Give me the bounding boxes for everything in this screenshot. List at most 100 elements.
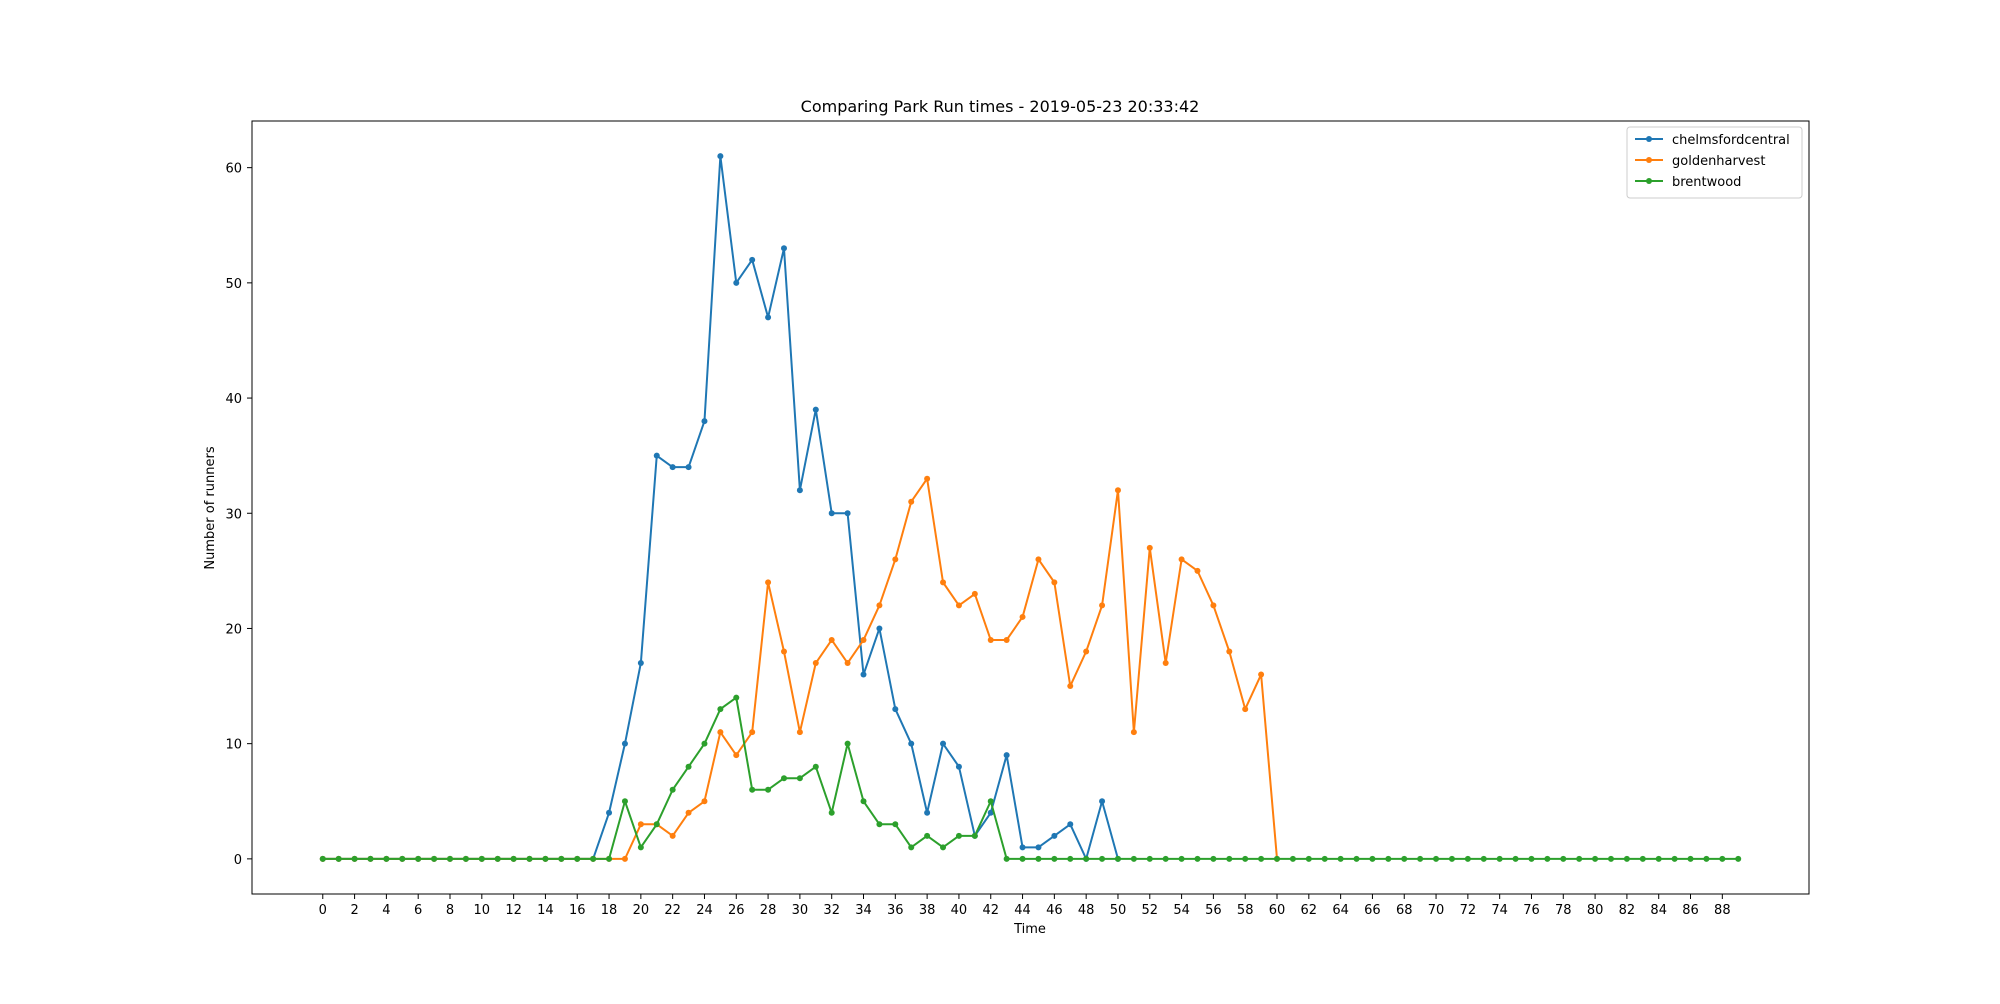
data-point: [828, 636, 835, 643]
data-point: [1194, 567, 1201, 574]
x-tick-label: 24: [696, 903, 713, 918]
data-point: [669, 464, 676, 471]
x-axis-label: Time: [1013, 922, 1046, 937]
data-point: [1560, 855, 1567, 862]
data-point: [1544, 855, 1551, 862]
x-tick-label: 28: [760, 903, 777, 918]
data-point: [637, 821, 644, 828]
data-point: [940, 579, 947, 586]
data-point: [796, 487, 803, 494]
data-point: [1114, 487, 1121, 494]
x-tick-label: 68: [1396, 903, 1413, 918]
x-tick-label: 46: [1046, 903, 1063, 918]
data-point: [971, 832, 978, 839]
data-point: [1210, 602, 1217, 609]
data-point: [1003, 636, 1010, 643]
data-point: [844, 510, 851, 517]
data-point: [892, 821, 899, 828]
data-point: [621, 798, 628, 805]
data-point: [1162, 855, 1169, 862]
data-point: [1258, 855, 1265, 862]
data-point: [844, 660, 851, 667]
data-point: [717, 153, 724, 160]
x-tick-label: 74: [1491, 903, 1508, 918]
data-point: [908, 844, 915, 851]
data-point: [955, 763, 962, 770]
data-point: [1385, 855, 1392, 862]
data-point: [1512, 855, 1519, 862]
data-point: [478, 855, 485, 862]
x-tick-label: 20: [633, 903, 650, 918]
data-point: [526, 855, 533, 862]
data-point: [940, 740, 947, 747]
data-point: [574, 855, 581, 862]
data-point: [717, 706, 724, 713]
data-point: [1194, 855, 1201, 862]
y-tick-label: 50: [225, 277, 242, 292]
data-point: [637, 660, 644, 667]
data-point: [1067, 683, 1074, 690]
x-tick-label: 40: [951, 903, 968, 918]
data-point: [749, 786, 756, 793]
x-tick-label: 8: [446, 903, 454, 918]
data-point: [399, 855, 406, 862]
data-point: [765, 579, 772, 586]
data-point: [1099, 798, 1106, 805]
data-point: [669, 786, 676, 793]
data-point: [1401, 855, 1408, 862]
data-point: [1146, 544, 1153, 551]
data-point: [685, 809, 692, 816]
data-point: [1719, 855, 1726, 862]
data-point: [1035, 556, 1042, 563]
data-point: [940, 844, 947, 851]
data-point: [1019, 613, 1026, 620]
data-point: [1242, 855, 1249, 862]
data-point: [1019, 844, 1026, 851]
x-tick-label: 14: [537, 903, 554, 918]
x-tick-label: 80: [1587, 903, 1604, 918]
x-tick-label: 88: [1714, 903, 1731, 918]
data-point: [876, 602, 883, 609]
data-point: [1067, 821, 1074, 828]
data-point: [1019, 855, 1026, 862]
x-tick-label: 56: [1205, 903, 1222, 918]
data-point: [1321, 855, 1328, 862]
data-point: [1464, 855, 1471, 862]
x-tick-label: 54: [1173, 903, 1190, 918]
chart-title: Comparing Park Run times - 2019-05-23 20…: [801, 97, 1200, 116]
data-point: [1035, 844, 1042, 851]
data-point: [685, 763, 692, 770]
data-point: [1130, 855, 1137, 862]
x-tick-label: 18: [601, 903, 618, 918]
data-point: [669, 832, 676, 839]
series-line: [322, 696, 1739, 860]
data-point: [1003, 752, 1010, 759]
data-point: [1274, 855, 1281, 862]
data-point: [1099, 602, 1106, 609]
data-point: [733, 752, 740, 759]
data-point: [431, 855, 438, 862]
data-point: [653, 452, 660, 459]
x-tick-label: 26: [728, 903, 745, 918]
x-tick-label: 86: [1682, 903, 1699, 918]
series-layer: [319, 153, 1742, 862]
legend-label: brentwood: [1672, 175, 1741, 190]
x-tick-label: 64: [1332, 903, 1349, 918]
data-point: [749, 729, 756, 736]
data-point: [1337, 855, 1344, 862]
x-tick-label: 2: [350, 903, 358, 918]
x-tick-label: 58: [1237, 903, 1254, 918]
data-point: [1417, 855, 1424, 862]
data-point: [987, 809, 994, 816]
data-point: [780, 245, 787, 252]
data-point: [462, 855, 469, 862]
x-tick-label: 10: [474, 903, 491, 918]
data-point: [812, 406, 819, 413]
data-point: [1735, 855, 1742, 862]
data-point: [1146, 855, 1153, 862]
x-tick-label: 16: [569, 903, 586, 918]
data-point: [860, 798, 867, 805]
data-point: [1528, 855, 1535, 862]
